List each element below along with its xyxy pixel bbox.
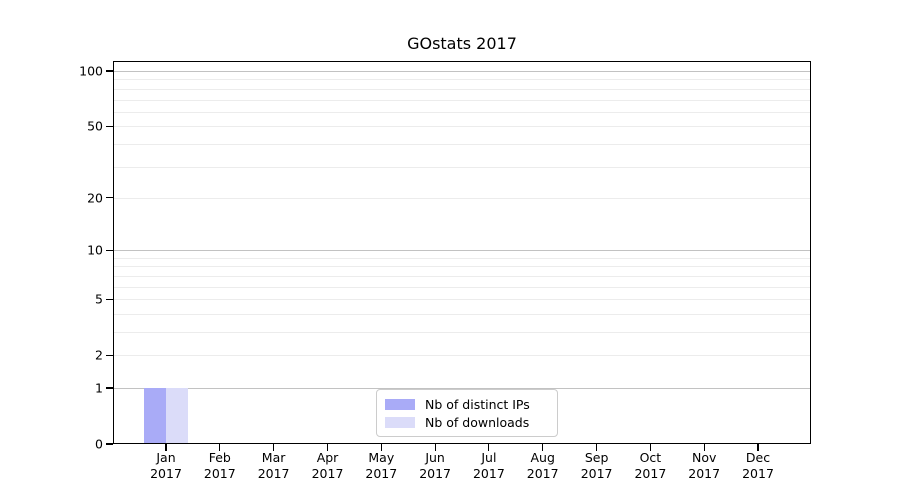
- x-tick-label: Aug 2017: [511, 450, 575, 482]
- y-tick-label: 1: [95, 380, 103, 396]
- legend-label-downloads: Nb of downloads: [425, 415, 530, 430]
- y-tick-mark: [106, 70, 113, 72]
- chart-title: GOstats 2017: [407, 34, 517, 53]
- x-tick-mark: [596, 444, 598, 451]
- x-tick-month: Aug: [530, 450, 555, 465]
- y-tick-mark: [106, 387, 113, 389]
- x-tick-mark: [434, 444, 436, 451]
- x-tick-label: Jul 2017: [457, 450, 521, 482]
- y-tick-mark: [106, 443, 113, 445]
- minor-gridline: [114, 286, 810, 288]
- y-tick-mark: [106, 249, 113, 251]
- major-gridline: [114, 388, 810, 389]
- minor-gridline: [114, 143, 810, 145]
- bar-jan-distinct-ips: [144, 388, 166, 444]
- y-tick-label: 10: [87, 242, 103, 258]
- x-tick-year: 2017: [742, 466, 774, 481]
- x-tick-mark: [649, 444, 651, 451]
- minor-gridline: [114, 275, 810, 277]
- x-tick-mark: [219, 444, 221, 451]
- minor-gridline: [114, 197, 810, 199]
- x-tick-label: Mar 2017: [242, 450, 306, 482]
- minor-gridline: [114, 332, 810, 333]
- minor-gridline: [114, 88, 810, 90]
- x-tick-label: May 2017: [349, 450, 413, 482]
- x-tick-month: Apr: [316, 450, 339, 465]
- minor-gridline: [114, 79, 810, 81]
- x-tick-mark: [488, 444, 490, 451]
- y-tick-label: 0: [95, 436, 103, 452]
- minor-gridline: [114, 166, 810, 168]
- x-tick-month: Feb: [208, 450, 231, 465]
- x-tick-mark: [165, 444, 167, 451]
- x-tick-month: Nov: [691, 450, 717, 465]
- y-tick-label: 5: [95, 291, 103, 307]
- x-tick-month: Oct: [639, 450, 662, 465]
- y-tick-mark: [106, 197, 113, 199]
- x-tick-label: Jan 2017: [134, 450, 198, 482]
- x-tick-label: Nov 2017: [672, 450, 736, 482]
- x-tick-month: Jun: [425, 450, 445, 465]
- x-tick-mark: [380, 444, 382, 451]
- minor-gridline: [114, 313, 810, 315]
- x-tick-mark: [326, 444, 329, 451]
- y-tick-label: 100: [79, 63, 103, 79]
- x-tick-year: 2017: [580, 466, 613, 481]
- x-tick-year: 2017: [472, 466, 505, 481]
- x-tick-year: 2017: [257, 466, 290, 481]
- legend-item-distinct-ips: Nb of distinct IPs: [385, 396, 549, 413]
- x-tick-year: 2017: [419, 466, 451, 481]
- major-gridline: [114, 250, 810, 252]
- minor-gridline: [114, 266, 810, 268]
- x-tick-year: 2017: [203, 466, 236, 481]
- minor-gridline: [114, 111, 810, 113]
- y-tick-mark: [106, 125, 113, 127]
- x-tick-label: Oct 2017: [618, 450, 682, 482]
- minor-gridline: [114, 355, 810, 357]
- y-tick-mark: [106, 298, 113, 300]
- minor-gridline: [114, 257, 810, 259]
- y-tick-label: 50: [87, 118, 103, 134]
- x-tick-year: 2017: [634, 466, 667, 481]
- y-tick-label: 2: [95, 347, 103, 363]
- legend-item-downloads: Nb of downloads: [385, 414, 549, 431]
- plot-area-border: [113, 61, 811, 444]
- x-tick-label: Jun 2017: [403, 450, 467, 482]
- x-tick-label: Feb 2017: [188, 450, 252, 482]
- x-tick-year: 2017: [311, 466, 344, 481]
- legend-swatch-distinct-ips-icon: [385, 399, 415, 410]
- legend: Nb of distinct IPs Nb of downloads: [376, 389, 558, 437]
- minor-gridline: [114, 299, 810, 301]
- x-tick-month: Jul: [481, 450, 497, 465]
- x-tick-mark: [273, 444, 275, 451]
- x-tick-mark: [542, 444, 544, 451]
- major-gridline: [114, 71, 810, 72]
- x-tick-month: May: [368, 450, 395, 465]
- x-tick-label: Apr 2017: [296, 450, 360, 482]
- x-tick-year: 2017: [688, 466, 721, 481]
- x-tick-year: 2017: [365, 466, 398, 481]
- x-tick-month: Jan: [156, 450, 176, 465]
- x-tick-month: Sep: [584, 450, 609, 465]
- minor-gridline: [114, 126, 810, 128]
- x-tick-month: Dec: [745, 450, 771, 465]
- x-tick-year: 2017: [526, 466, 559, 481]
- x-tick-mark: [703, 444, 705, 451]
- x-tick-year: 2017: [150, 466, 182, 481]
- legend-label-distinct-ips: Nb of distinct IPs: [425, 397, 530, 412]
- x-tick-month: Mar: [261, 450, 286, 465]
- minor-gridline: [114, 99, 810, 101]
- legend-swatch-downloads-icon: [385, 417, 415, 428]
- y-tick-mark: [106, 354, 113, 356]
- x-tick-label: Sep 2017: [565, 450, 629, 482]
- y-tick-label: 20: [87, 190, 103, 206]
- x-tick-mark: [757, 444, 759, 451]
- bar-jan-downloads: [166, 388, 188, 444]
- x-tick-label: Dec 2017: [726, 450, 790, 482]
